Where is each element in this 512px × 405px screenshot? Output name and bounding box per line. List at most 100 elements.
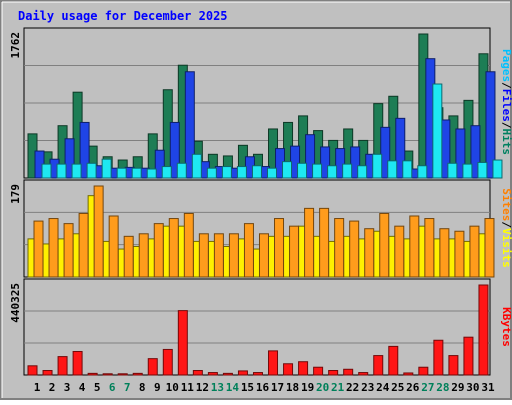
panel-1: 1762 Pages/Files/Hits <box>9 27 512 179</box>
bar-sites-day-4 <box>78 212 89 278</box>
bar-sites-day-9 <box>153 223 164 278</box>
x-tick-label-8: 8 <box>139 381 146 394</box>
bar-files-day-30 <box>470 125 481 179</box>
bar-pages-day-11 <box>191 153 202 179</box>
x-tick-label-24: 24 <box>376 381 390 394</box>
bar-sites-day-26 <box>409 215 420 278</box>
x-tick-label-17: 17 <box>271 381 284 394</box>
bar-sites-day-1 <box>33 220 44 278</box>
x-tick-label-20: 20 <box>316 381 329 394</box>
bar-kbytes-day-7 <box>117 373 128 376</box>
bar-pages-day-28 <box>447 162 458 179</box>
bar-files-day-4 <box>79 121 90 179</box>
bar-kbytes-day-5 <box>87 372 98 376</box>
legend-label-pages: Pages <box>500 49 512 82</box>
bar-kbytes-day-20 <box>313 366 324 376</box>
bar-files-day-25 <box>395 117 406 179</box>
bar-kbytes-day-19 <box>298 361 309 376</box>
bar-pages-day-16 <box>266 167 277 179</box>
x-axis-labels: 1 2 3 4 5 6 7 8 9 10 11 12 13 14 15 16 17 18 19 20 21 22 23 24 2… <box>34 381 495 394</box>
x-tick-label-28: 28 <box>436 381 449 394</box>
bar-pages-day-3 <box>71 163 82 179</box>
bar-kbytes-day-23 <box>358 372 369 376</box>
bar-sites-day-20 <box>319 207 330 278</box>
bar-files-day-10 <box>169 121 180 179</box>
bar-sites-day-31 <box>484 218 495 278</box>
bar-sites-day-7 <box>123 235 134 278</box>
y-tick-label: 1762 <box>9 32 22 59</box>
bar-sites-day-18 <box>289 225 300 278</box>
bar-kbytes-day-26 <box>403 372 414 376</box>
bar-kbytes-day-1 <box>27 365 38 376</box>
bar-pages-day-24 <box>387 160 398 179</box>
bar-pages-day-29 <box>462 163 473 179</box>
bar-pages-day-25 <box>402 160 413 179</box>
x-tick-label-6: 6 <box>109 381 116 394</box>
x-tick-label-15: 15 <box>241 381 254 394</box>
x-tick-label-16: 16 <box>256 381 270 394</box>
x-tick-label-12: 12 <box>196 381 209 394</box>
bar-files-day-31 <box>485 71 496 179</box>
bar-pages-day-9 <box>161 166 172 179</box>
bar-pages-day-15 <box>251 165 262 179</box>
bar-pages-day-19 <box>312 163 323 179</box>
x-tick-label-14: 14 <box>226 381 240 394</box>
bar-sites-day-6 <box>108 215 119 278</box>
bar-pages-day-13 <box>221 166 232 179</box>
x-tick-label-11: 11 <box>181 381 195 394</box>
bar-pages-day-17 <box>282 161 293 179</box>
bar-pages-day-31 <box>492 159 503 179</box>
bar-pages-day-7 <box>131 167 142 179</box>
bar-sites-day-21 <box>334 218 345 278</box>
bar-pages-day-12 <box>206 167 217 179</box>
bar-kbytes-day-2 <box>42 370 53 376</box>
bar-sites-day-16 <box>258 233 269 278</box>
x-tick-label-21: 21 <box>331 381 345 394</box>
bar-pages-day-6 <box>116 167 127 179</box>
bar-files-day-29 <box>455 128 466 179</box>
legend-3: KBytes <box>500 307 512 347</box>
x-tick-label-23: 23 <box>361 381 374 394</box>
bar-files-day-3 <box>64 138 75 179</box>
x-tick-label-9: 9 <box>154 381 161 394</box>
bar-files-day-21 <box>335 148 346 179</box>
legend-2: Sites/Visits <box>500 188 512 268</box>
bar-sites-day-19 <box>304 207 315 278</box>
bar-sites-day-15 <box>243 223 254 278</box>
bar-kbytes-day-13 <box>207 372 218 376</box>
x-tick-label-26: 26 <box>406 381 420 394</box>
bar-sites-day-14 <box>228 233 239 278</box>
bar-files-day-11 <box>184 71 195 179</box>
legend-1: Pages/Files/Hits <box>500 49 512 155</box>
bar-kbytes-day-28 <box>433 339 444 376</box>
bar-pages-day-20 <box>327 165 338 179</box>
bar-pages-day-4 <box>86 162 97 179</box>
x-tick-label-18: 18 <box>286 381 299 394</box>
bar-files-day-19 <box>305 134 316 179</box>
bar-sites-day-29 <box>454 230 465 278</box>
bar-pages-day-10 <box>176 162 187 179</box>
bar-sites-day-10 <box>168 218 179 278</box>
bar-kbytes-day-31 <box>478 284 489 376</box>
bar-files-day-24 <box>380 126 391 179</box>
legend-label-sites: Sites <box>500 188 512 221</box>
bar-pages-day-18 <box>297 162 308 179</box>
x-tick-label-25: 25 <box>391 381 404 394</box>
bar-sites-day-12 <box>198 233 209 278</box>
bar-sites-day-27 <box>424 218 435 278</box>
legend-label-files: Files <box>500 89 512 122</box>
bar-pages-day-5 <box>101 158 112 179</box>
x-tick-label-29: 29 <box>451 381 464 394</box>
bar-kbytes-day-29 <box>448 355 459 376</box>
bar-pages-day-23 <box>372 153 383 179</box>
panel-2: 179 Sites/Visits <box>9 179 512 278</box>
legend-label-kbytes: KBytes <box>500 307 512 347</box>
bar-kbytes-day-11 <box>177 310 188 376</box>
bar-kbytes-day-21 <box>328 370 339 376</box>
bar-sites-day-11 <box>183 212 194 278</box>
bar-pages-day-14 <box>236 166 247 179</box>
bar-sites-day-22 <box>349 220 360 278</box>
x-tick-label-4: 4 <box>79 381 86 394</box>
